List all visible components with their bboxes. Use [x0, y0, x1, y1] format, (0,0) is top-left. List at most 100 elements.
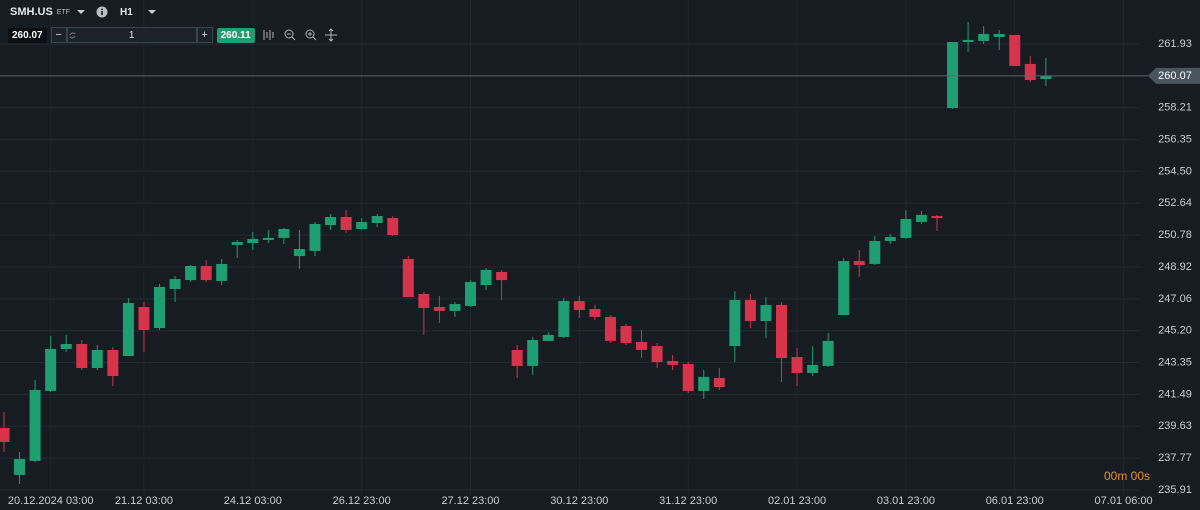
x-tick-label: 30.12 23:00 — [550, 495, 608, 507]
x-tick-label: 21.12 03:00 — [115, 495, 173, 507]
axes: 235.91 237.77 239.63 241.49 243.35 245.20 247.… — [0, 38, 1200, 507]
sell-price[interactable]: 260.07 — [8, 27, 47, 43]
y-tick-label: 250.78 — [1158, 229, 1192, 241]
candle-body — [122, 303, 134, 356]
candle-body — [589, 309, 601, 317]
buy-price[interactable]: 260.11 — [216, 27, 255, 43]
candle-body — [1009, 34, 1021, 66]
candle-body — [371, 215, 383, 223]
x-tick-label: 26.12 23:00 — [333, 495, 391, 507]
y-tick-label: 252.64 — [1158, 197, 1192, 209]
y-tick-label: 248.92 — [1158, 261, 1192, 273]
candle-body — [542, 334, 554, 341]
candle-body — [216, 263, 228, 281]
candle-body — [636, 341, 648, 350]
quantity: 1 — [128, 29, 135, 41]
dropdown-icon[interactable] — [147, 7, 157, 17]
candle-body — [200, 266, 212, 281]
candle-body — [760, 304, 772, 322]
current-price-tag — [1148, 67, 1200, 84]
candle-body — [0, 427, 10, 443]
candle-body — [744, 299, 756, 322]
candle-body — [278, 228, 290, 238]
candle-body — [309, 224, 321, 251]
candle-body — [433, 306, 445, 311]
candle-body — [791, 357, 803, 373]
timer: 00m 00s — [1104, 469, 1150, 483]
candle-body — [698, 376, 710, 391]
candle-body — [729, 299, 741, 347]
candle-body — [418, 293, 430, 309]
x-tick-label: 31.12 23:00 — [659, 495, 717, 507]
y-tick-label: 254.50 — [1158, 165, 1192, 177]
candle-body — [667, 360, 679, 365]
y-tick-label: 239.63 — [1158, 420, 1192, 432]
symbol-type: ETF — [56, 8, 71, 16]
candle-body — [293, 249, 305, 257]
x-tick-label: 06.01 23:00 — [986, 495, 1044, 507]
info-icon[interactable] — [96, 6, 108, 18]
trade-bar: 260.07 − 1 + 260.11 — [8, 27, 351, 43]
candle-body — [480, 269, 492, 286]
candle-body — [154, 286, 165, 329]
y-tick-label: 261.93 — [1158, 38, 1192, 50]
tool-icons[interactable] — [261, 27, 351, 43]
candle-body — [76, 343, 88, 368]
dropdown-icon[interactable] — [76, 7, 86, 17]
candle-body — [884, 237, 896, 241]
candle-body — [915, 214, 927, 222]
y-tick-label: 256.35 — [1158, 134, 1192, 146]
candle-body — [60, 343, 72, 349]
candle-body — [402, 258, 414, 298]
candle-body — [231, 242, 243, 245]
candle-body — [931, 215, 943, 219]
candle-body — [29, 389, 41, 461]
candle-body — [558, 300, 570, 337]
candle-body — [604, 316, 616, 341]
plus-button[interactable]: + — [196, 27, 213, 43]
candle-body — [91, 349, 103, 368]
x-tick-label: 24.12 03:00 — [224, 495, 282, 507]
candle-body — [962, 39, 974, 42]
y-tick-label: 258.21 — [1158, 102, 1192, 114]
y-tick-label: 243.35 — [1158, 356, 1192, 368]
candle-body — [107, 349, 119, 377]
candle-body — [527, 340, 539, 366]
candle-body — [465, 281, 476, 306]
candle-body — [169, 279, 181, 289]
timeframe[interactable]: H1 — [120, 6, 133, 18]
candle-body — [1024, 63, 1036, 81]
minus-button[interactable]: − — [50, 27, 67, 43]
y-tick-label: 245.20 — [1158, 325, 1192, 337]
candle-body — [993, 33, 1005, 38]
grid — [0, 0, 1140, 495]
candle-body — [838, 261, 850, 316]
candle-body — [340, 216, 352, 231]
candle-body — [185, 266, 197, 281]
symbol-bar: SMH.US ETF H1 — [10, 5, 157, 19]
candle-body — [387, 218, 399, 235]
y-tick-label: 247.06 — [1158, 293, 1192, 305]
reset-icon[interactable] — [68, 31, 77, 40]
candle-body — [511, 349, 523, 366]
candle-body — [449, 304, 461, 311]
candle-body — [900, 219, 912, 238]
x-tick-label: 03.01 23:00 — [877, 495, 935, 507]
y-tick-label: 235.91 — [1158, 484, 1192, 496]
candle-body — [713, 377, 725, 388]
candle-body — [1040, 75, 1052, 80]
candle-body — [356, 221, 368, 229]
candle-body — [853, 261, 865, 265]
candle-body — [496, 272, 508, 281]
candle-body — [869, 240, 881, 264]
x-tick-label: 07.01 06:00 — [1095, 495, 1153, 507]
x-tick-label: 02.01 23:00 — [768, 495, 826, 507]
candle-body — [682, 364, 694, 391]
candle-body — [45, 348, 57, 391]
candles — [0, 21, 1052, 485]
candle-body — [247, 238, 259, 244]
quantity-input[interactable]: 1 — [66, 27, 197, 43]
symbol[interactable]: SMH.US — [10, 6, 53, 18]
